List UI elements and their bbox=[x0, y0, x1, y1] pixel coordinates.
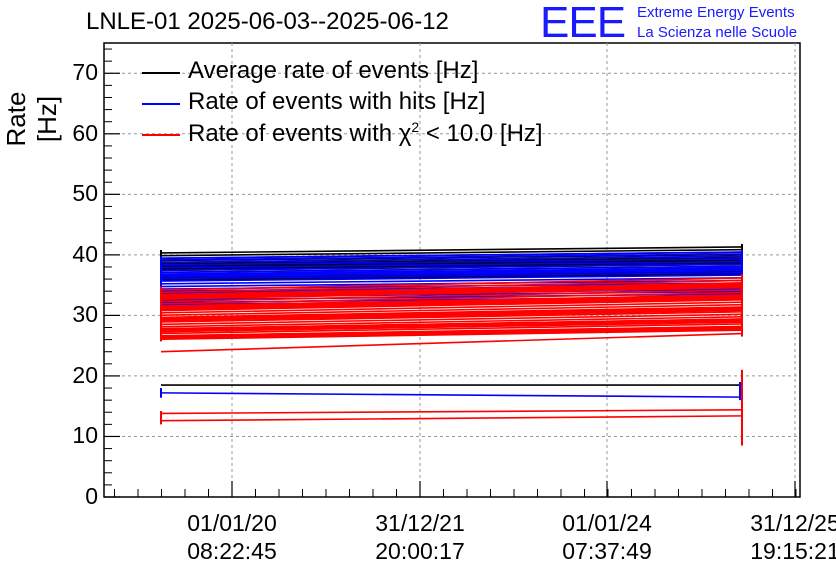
chi2-series-line bbox=[160, 327, 743, 339]
y-tick-label: 20 bbox=[72, 361, 98, 388]
hits-series-line bbox=[160, 251, 743, 259]
x-tick-label: 01/01/20 08:22:45 bbox=[187, 510, 277, 564]
chart-title: LNLE-01 2025-06-03--2025-06-12 bbox=[86, 8, 449, 35]
chi2-series-outlier-2 bbox=[160, 415, 743, 422]
chi2-series-line bbox=[160, 311, 743, 323]
chi2-series-line bbox=[160, 323, 743, 335]
average-series-line bbox=[160, 246, 743, 254]
hits-series-line bbox=[160, 263, 743, 272]
legend-label-hits: Rate of events with hits [Hz] bbox=[188, 88, 486, 115]
average-series-line bbox=[160, 259, 743, 267]
chi2-series-line bbox=[160, 316, 743, 328]
legend-label-average: Average rate of events [Hz] bbox=[188, 57, 479, 84]
hits-series-line bbox=[160, 255, 743, 264]
chi2-series-line bbox=[160, 308, 743, 320]
chi2-series-line bbox=[160, 277, 743, 291]
chi2-series-line bbox=[160, 313, 743, 326]
chi2-series-line bbox=[160, 294, 743, 307]
hits-series-line bbox=[160, 271, 743, 280]
chi2-series-line bbox=[160, 282, 743, 296]
chi2-series-line bbox=[160, 303, 743, 317]
chi2-series-line bbox=[160, 299, 743, 312]
chi2-series-line bbox=[160, 296, 743, 309]
hits-series-line bbox=[160, 265, 743, 274]
chi2-series-low-line bbox=[160, 332, 743, 353]
chi2-series-line bbox=[160, 319, 743, 332]
legend-swatch-hits bbox=[142, 103, 180, 105]
eee-logo: EEE bbox=[540, 0, 626, 47]
chi2-series-line bbox=[160, 284, 743, 298]
plot-frame bbox=[103, 42, 801, 498]
hits-series-outlier bbox=[160, 392, 743, 398]
hits-series-line bbox=[160, 274, 743, 282]
hits-series-line bbox=[160, 253, 743, 261]
y-tick-label: 70 bbox=[72, 59, 98, 86]
y-tick-label: 50 bbox=[72, 180, 98, 207]
y-tick-label: 60 bbox=[72, 119, 98, 146]
chi2-series-line bbox=[160, 318, 743, 330]
eee-logo-line-2: La Scienza nelle Scuole bbox=[637, 24, 798, 41]
chi2-series-line bbox=[160, 326, 743, 338]
hits-series-line bbox=[160, 258, 743, 266]
x-tick-label: 31/12/25 19:15:21 bbox=[750, 510, 836, 564]
average-series-line bbox=[160, 262, 743, 270]
hits-series-line bbox=[160, 276, 743, 285]
chi2-series-line bbox=[160, 328, 743, 340]
chi2-series-line bbox=[160, 289, 743, 303]
x-tick-label: 31/12/21 20:00:17 bbox=[375, 510, 465, 564]
y-tick-label: 30 bbox=[72, 301, 98, 328]
legend-label-chi2: Rate of events with χ2 < 10.0 [Hz] bbox=[188, 119, 543, 147]
y-axis-label: Rate [Hz] bbox=[1, 91, 62, 147]
hits-series-line bbox=[160, 268, 743, 276]
y-tick-label: 40 bbox=[72, 240, 98, 267]
chi2-series-line bbox=[160, 297, 743, 310]
hits-series-line bbox=[160, 267, 743, 275]
chi2-series-line bbox=[160, 291, 743, 305]
average-series-line bbox=[160, 257, 743, 265]
x-tick-label: 01/01/24 07:37:49 bbox=[562, 510, 652, 564]
legend-swatch-chi2 bbox=[142, 134, 180, 136]
hits-series-line bbox=[160, 269, 743, 278]
hits-series-line bbox=[160, 260, 743, 269]
chi2-series-line bbox=[160, 301, 743, 314]
y-tick-label: 10 bbox=[72, 422, 98, 449]
chi2-series-line bbox=[160, 279, 743, 294]
average-series-line bbox=[160, 248, 743, 257]
chi2-series-line bbox=[160, 285, 743, 299]
y-tick-label: 0 bbox=[85, 483, 98, 509]
chi2-series-line bbox=[160, 309, 743, 322]
chi2-series-line bbox=[160, 306, 743, 319]
legend-swatch-average bbox=[142, 72, 180, 74]
chi2-series-line bbox=[160, 321, 743, 333]
chi2-series-outlier bbox=[160, 409, 743, 415]
eee-logo-line-1: Extreme Energy Events bbox=[637, 4, 795, 21]
